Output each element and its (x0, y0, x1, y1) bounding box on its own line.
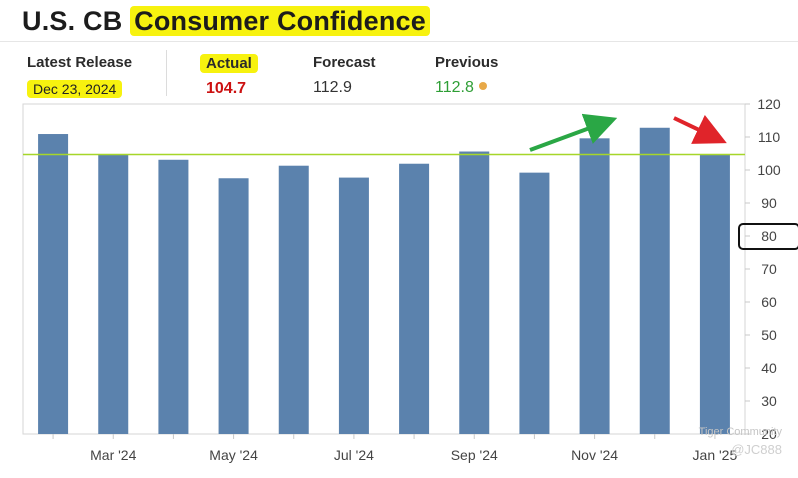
title-divider (0, 41, 798, 42)
y-tick-70: 70 (761, 261, 777, 277)
bar-feb-24 (38, 134, 69, 434)
bar-dec-24 (639, 127, 670, 434)
x-tick-label: May '24 (209, 447, 258, 463)
y-tick-90: 90 (761, 195, 777, 211)
bar-jan-25 (699, 154, 730, 435)
previous-stat: Previous 112.8 (435, 54, 498, 97)
y-tick-120: 120 (757, 96, 781, 112)
bar-sep-24 (459, 151, 490, 434)
down-arrow-annotation (673, 114, 727, 144)
latest-release-label: Latest Release (27, 54, 133, 71)
forecast-label: Forecast (313, 54, 376, 71)
x-tick-label: Nov '24 (571, 447, 618, 463)
bar-jul-24 (338, 177, 369, 434)
y-tick-40: 40 (761, 360, 777, 376)
page-title: U.S. CB Consumer Confidence (22, 6, 430, 37)
stats-divider (166, 50, 167, 96)
plot-frame (22, 103, 746, 435)
watermark-line2: @JC888 (731, 442, 782, 457)
y-tick-30: 30 (761, 393, 777, 409)
previous-dot-icon (478, 82, 487, 90)
title-highlight: Consumer Confidence (130, 6, 430, 36)
bar-apr-24 (158, 159, 189, 434)
forecast-stat: Forecast 112.9 (313, 54, 376, 97)
latest-release-value: Dec 23, 2024 (27, 80, 123, 98)
actual-label: Actual (200, 54, 258, 73)
forecast-value: 112.9 (313, 79, 352, 96)
actual-stat: Actual 104.7 (200, 54, 258, 98)
bar-oct-24 (519, 172, 550, 434)
y-tick-100: 100 (757, 162, 781, 178)
x-tick-label: Mar '24 (90, 447, 136, 463)
y-tick-20: 20 (761, 426, 777, 442)
x-axis: Mar '24 May '24 Jul '24 Sep '24 Nov '24 Jan '… (52, 434, 738, 463)
y-tick-50: 50 (761, 327, 777, 343)
watermark: Tiger Community @JC888 (699, 424, 782, 458)
bar-may-24 (218, 178, 249, 434)
bar-mar-24 (98, 154, 129, 435)
y-axis: 20 30 40 50 60 70 80 90 100 110 120 (745, 96, 781, 442)
bar-jun-24 (278, 165, 309, 434)
previous-label: Previous (435, 54, 499, 71)
y-tick-110: 110 (758, 129, 781, 145)
up-arrow-annotation (529, 113, 618, 152)
y-tick-80: 80 (761, 228, 777, 244)
latest-release-stat: Latest Release Dec 23, 2024 (27, 54, 133, 98)
watermark-line1: Tiger Community (698, 426, 782, 438)
previous-value: 112.8 (435, 79, 474, 96)
y-tick-60: 60 (761, 294, 777, 310)
actual-value: 104.7 (206, 80, 247, 97)
bar-aug-24 (399, 163, 430, 435)
x-tick-label: Jan '25 (693, 447, 738, 463)
x-tick-label: Sep '24 (451, 447, 498, 463)
bar-nov-24 (579, 138, 610, 434)
highlighted-tick-box (738, 223, 798, 250)
x-tick-label: Jul '24 (334, 447, 374, 463)
bar-series (38, 127, 730, 435)
title-prefix: U.S. CB (22, 6, 123, 36)
